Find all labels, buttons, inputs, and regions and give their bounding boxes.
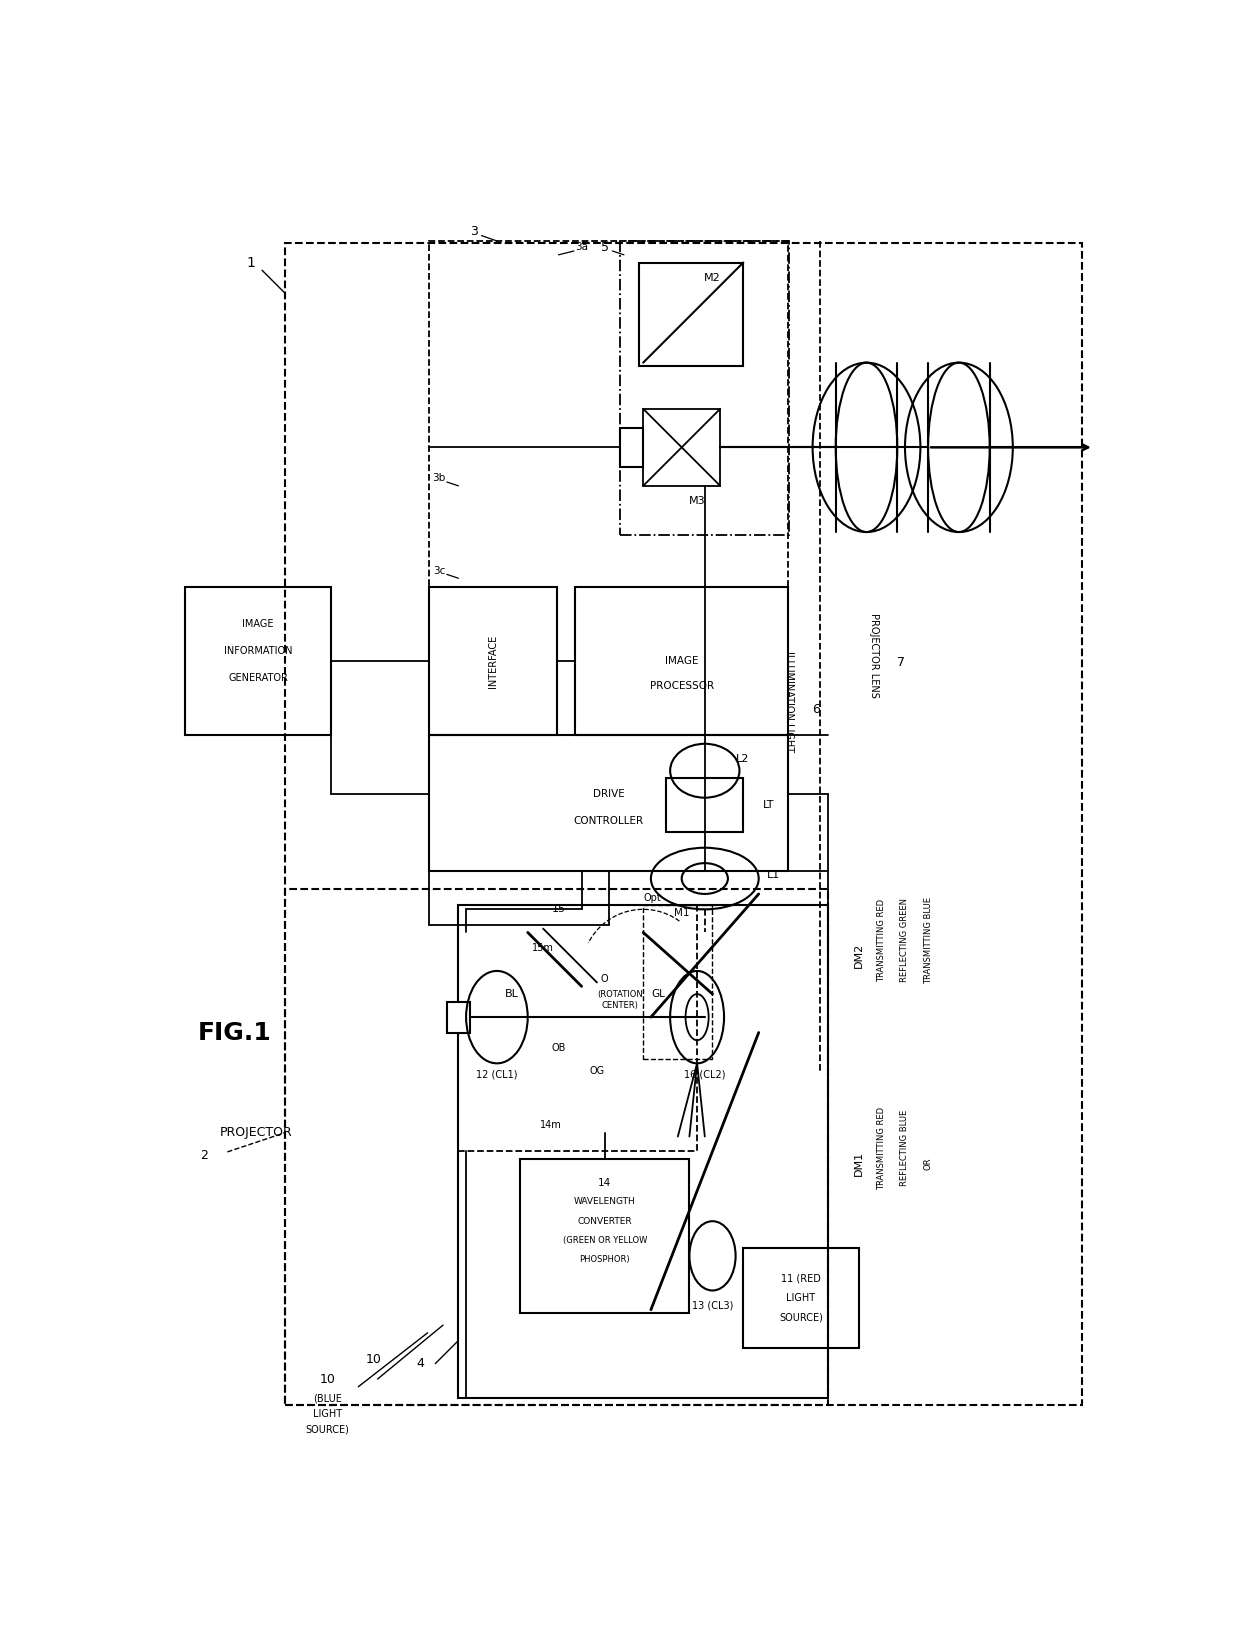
Text: DM2: DM2 <box>854 942 864 969</box>
Bar <box>640 262 743 366</box>
Text: 10: 10 <box>320 1373 336 1386</box>
Text: 1: 1 <box>246 255 255 270</box>
Text: LT: LT <box>763 800 774 810</box>
Text: M1: M1 <box>675 908 689 918</box>
Text: FIG.1: FIG.1 <box>198 1021 272 1044</box>
Text: LIGHT: LIGHT <box>312 1409 342 1418</box>
Text: SOURCE): SOURCE) <box>305 1423 350 1435</box>
Text: 2: 2 <box>201 1148 208 1162</box>
Text: CENTER): CENTER) <box>601 1001 639 1009</box>
Bar <box>429 240 787 735</box>
Text: Opt: Opt <box>644 893 661 903</box>
Text: L2: L2 <box>735 754 749 764</box>
Text: PROJECTOR: PROJECTOR <box>219 1126 293 1139</box>
Text: PROJECTOR LENS: PROJECTOR LENS <box>869 614 879 697</box>
Text: L1: L1 <box>766 870 780 880</box>
Text: ILLUMINATION LIGHT: ILLUMINATION LIGHT <box>785 651 795 753</box>
Text: DM1: DM1 <box>854 1150 864 1176</box>
Text: SOURCE): SOURCE) <box>779 1312 823 1322</box>
Text: CONTROLLER: CONTROLLER <box>573 816 644 826</box>
Bar <box>644 905 713 1058</box>
Text: PROCESSOR: PROCESSOR <box>650 681 714 690</box>
Bar <box>429 587 557 735</box>
Text: 6: 6 <box>812 702 821 715</box>
Text: GENERATOR: GENERATOR <box>228 674 288 684</box>
Text: (GREEN OR YELLOW: (GREEN OR YELLOW <box>563 1235 647 1245</box>
Text: TRANSMITTING RED: TRANSMITTING RED <box>878 898 887 982</box>
Text: DRIVE: DRIVE <box>593 789 625 798</box>
Bar <box>575 587 787 735</box>
Text: OB: OB <box>552 1042 565 1054</box>
Text: CONVERTER: CONVERTER <box>578 1217 632 1225</box>
Text: M3: M3 <box>688 496 706 506</box>
Text: OG: OG <box>589 1067 605 1076</box>
Bar <box>446 1001 470 1032</box>
Bar <box>459 905 828 1397</box>
Text: 3a: 3a <box>575 242 588 252</box>
Text: (BLUE: (BLUE <box>312 1394 342 1404</box>
Text: M2: M2 <box>704 273 720 283</box>
Bar <box>285 890 828 1405</box>
Text: 5: 5 <box>600 240 609 254</box>
Bar <box>185 587 331 735</box>
Text: TRANSMITTING BLUE: TRANSMITTING BLUE <box>924 897 932 983</box>
Bar <box>459 905 697 1152</box>
Bar <box>520 1158 689 1312</box>
Text: 14m: 14m <box>539 1121 562 1130</box>
Text: 3c: 3c <box>433 566 445 576</box>
Bar <box>620 429 644 466</box>
Text: 3: 3 <box>470 226 477 239</box>
Text: 3b: 3b <box>433 473 445 483</box>
Bar <box>620 240 790 535</box>
Text: 15: 15 <box>552 905 565 915</box>
Bar <box>644 409 720 486</box>
Text: PHOSPHOR): PHOSPHOR) <box>579 1255 630 1265</box>
Text: 14: 14 <box>598 1178 611 1188</box>
Bar <box>285 242 1083 1405</box>
Text: (ROTATION: (ROTATION <box>598 990 644 998</box>
Text: LIGHT: LIGHT <box>786 1292 816 1304</box>
Text: 10: 10 <box>366 1353 382 1366</box>
Bar <box>429 735 787 870</box>
Text: 12 (CL1): 12 (CL1) <box>476 1070 517 1080</box>
Text: WAVELENGTH: WAVELENGTH <box>574 1198 636 1206</box>
Text: OR: OR <box>924 1157 932 1170</box>
Bar <box>666 779 743 833</box>
Text: GL: GL <box>652 990 666 1000</box>
Text: INFORMATION: INFORMATION <box>224 646 293 656</box>
Text: IMAGE: IMAGE <box>243 620 274 630</box>
Text: REFLECTING GREEN: REFLECTING GREEN <box>900 898 909 982</box>
Text: 7: 7 <box>898 656 905 669</box>
Text: IMAGE: IMAGE <box>665 656 698 666</box>
Text: 4: 4 <box>415 1358 424 1369</box>
Text: REFLECTING BLUE: REFLECTING BLUE <box>900 1109 909 1186</box>
Text: BL: BL <box>506 990 520 1000</box>
Text: 16 (CL2): 16 (CL2) <box>684 1070 725 1080</box>
Text: 11 (RED: 11 (RED <box>781 1274 821 1284</box>
Text: TRANSMITTING RED: TRANSMITTING RED <box>878 1106 887 1189</box>
Text: O: O <box>601 973 609 983</box>
Text: 15m: 15m <box>532 942 554 952</box>
Text: INTERFACE: INTERFACE <box>489 635 498 689</box>
Bar <box>743 1248 859 1348</box>
Text: 13 (CL3): 13 (CL3) <box>692 1301 733 1310</box>
